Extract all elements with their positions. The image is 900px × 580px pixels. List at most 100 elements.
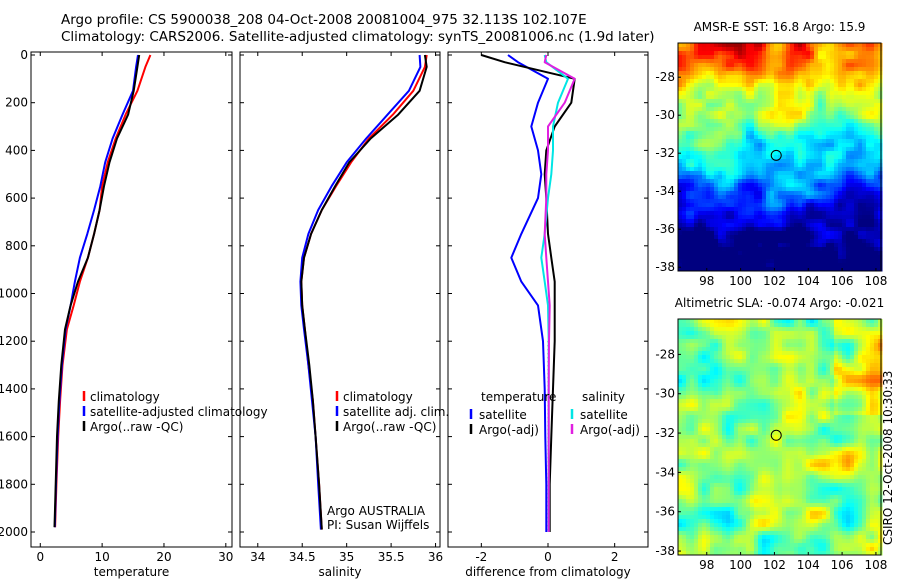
series-line-satellite-adjusted-climatology	[53, 54, 139, 528]
map-cell	[862, 331, 867, 336]
map-cell	[690, 267, 695, 272]
map-cell	[854, 367, 859, 372]
map-cell	[686, 75, 691, 80]
map-cell	[730, 183, 735, 188]
map-cell	[718, 131, 723, 136]
map-cell	[790, 463, 795, 468]
map-cell	[730, 123, 735, 128]
map-cell	[766, 47, 771, 52]
map-cell	[786, 255, 791, 260]
map-cell	[866, 319, 871, 324]
map-cell	[698, 339, 703, 344]
map-cell	[758, 391, 763, 396]
map-cell	[702, 375, 707, 380]
map-cell	[866, 355, 871, 360]
map-cell	[870, 219, 875, 224]
map-cell	[814, 359, 819, 364]
map-cell	[686, 91, 691, 96]
map-cell	[822, 207, 827, 212]
map-cell	[762, 79, 767, 84]
map-cell	[710, 415, 715, 420]
map-cell	[702, 219, 707, 224]
map-cell	[778, 95, 783, 100]
map-cell	[726, 319, 731, 324]
map-cell	[678, 463, 683, 468]
map-cell	[862, 351, 867, 356]
map-cell	[754, 395, 759, 400]
map-cell	[822, 367, 827, 372]
map-cell	[874, 59, 879, 64]
map-cell	[842, 159, 847, 164]
map-cell	[738, 371, 743, 376]
map-cell	[806, 383, 811, 388]
map-cell	[726, 59, 731, 64]
map-cell	[818, 355, 823, 360]
map-cell	[842, 47, 847, 52]
map-cell	[762, 319, 767, 324]
map-cell	[850, 155, 855, 160]
map-cell	[794, 415, 799, 420]
map-cell	[814, 223, 819, 228]
map-cell	[810, 99, 815, 104]
map-cell	[706, 43, 711, 48]
map-cell	[766, 191, 771, 196]
map-cell	[830, 399, 835, 404]
map-cell	[686, 359, 691, 364]
map-cell	[726, 75, 731, 80]
map-cell	[806, 331, 811, 336]
map-cell	[866, 203, 871, 208]
map-cell	[694, 467, 699, 472]
map-cell	[810, 119, 815, 124]
map-cell	[726, 131, 731, 136]
map-cell	[774, 119, 779, 124]
map-cell	[698, 151, 703, 156]
map-cell	[810, 399, 815, 404]
map-cell	[730, 187, 735, 192]
map-cell	[834, 155, 839, 160]
map-cell	[694, 367, 699, 372]
map-cell	[714, 55, 719, 60]
map-cell	[818, 347, 823, 352]
map-cell	[878, 259, 883, 264]
map-cell	[706, 87, 711, 92]
map-cell	[838, 355, 843, 360]
map-cell	[690, 71, 695, 76]
map-cell	[698, 327, 703, 332]
map-cell	[834, 123, 839, 128]
map-cell	[766, 359, 771, 364]
map-cell	[702, 247, 707, 252]
map-cell	[734, 335, 739, 340]
map-cell	[774, 415, 779, 420]
map-cell	[842, 267, 847, 272]
map-cell	[778, 87, 783, 92]
map-cell	[682, 123, 687, 128]
map-cell	[794, 375, 799, 380]
map-cell	[798, 171, 803, 176]
map-cell	[706, 115, 711, 120]
map-cell	[878, 203, 883, 208]
map-cell	[854, 59, 859, 64]
map-cell	[778, 443, 783, 448]
map-cell	[742, 319, 747, 324]
map-cell	[806, 151, 811, 156]
map-cell	[718, 147, 723, 152]
map-cell	[842, 415, 847, 420]
map-cell	[846, 323, 851, 328]
map-cell	[706, 191, 711, 196]
map-cell	[862, 55, 867, 60]
map-cell	[838, 143, 843, 148]
map-cell	[718, 435, 723, 440]
map-cell	[698, 95, 703, 100]
map-cell	[758, 67, 763, 72]
map-cell	[874, 219, 879, 224]
map-cell	[822, 459, 827, 464]
map-cell	[690, 63, 695, 68]
map-cell	[718, 183, 723, 188]
map-cell	[802, 343, 807, 348]
map-cell	[810, 355, 815, 360]
temperature-xtick-label: 30	[218, 550, 233, 564]
map-cell	[722, 147, 727, 152]
map-cell	[682, 447, 687, 452]
map-cell	[758, 447, 763, 452]
map-cell	[786, 143, 791, 148]
